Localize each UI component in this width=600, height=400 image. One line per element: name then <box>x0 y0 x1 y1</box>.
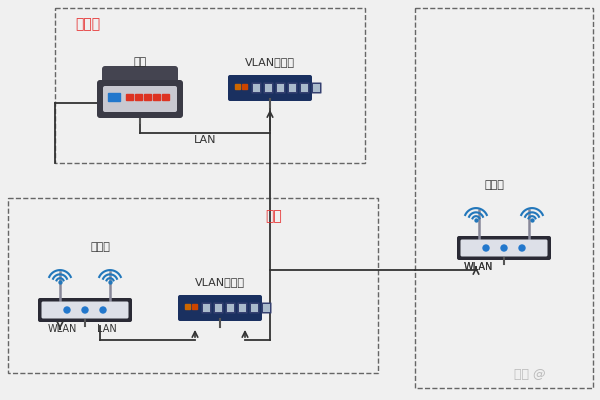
FancyBboxPatch shape <box>250 302 260 314</box>
Text: 主路由: 主路由 <box>90 242 110 252</box>
Bar <box>144 94 151 100</box>
Bar <box>108 93 120 101</box>
FancyBboxPatch shape <box>41 302 128 318</box>
FancyBboxPatch shape <box>299 82 310 94</box>
FancyBboxPatch shape <box>301 84 308 92</box>
Text: 弱电箱: 弱电箱 <box>75 17 100 31</box>
Text: LAN: LAN <box>194 135 216 145</box>
FancyBboxPatch shape <box>263 304 270 312</box>
Bar <box>135 94 142 100</box>
FancyBboxPatch shape <box>262 302 271 314</box>
FancyBboxPatch shape <box>251 304 258 312</box>
FancyBboxPatch shape <box>253 84 260 92</box>
FancyBboxPatch shape <box>289 84 296 92</box>
Bar <box>153 94 160 100</box>
FancyBboxPatch shape <box>215 304 222 312</box>
FancyBboxPatch shape <box>203 304 210 312</box>
FancyBboxPatch shape <box>461 240 548 256</box>
FancyBboxPatch shape <box>97 80 183 118</box>
Text: VLAN交换机: VLAN交换机 <box>195 277 245 287</box>
Circle shape <box>64 307 70 313</box>
FancyBboxPatch shape <box>178 295 262 321</box>
FancyBboxPatch shape <box>102 66 178 96</box>
Text: WLAN: WLAN <box>48 324 77 334</box>
Bar <box>185 304 190 309</box>
Bar <box>126 94 133 100</box>
Bar <box>162 94 169 100</box>
FancyBboxPatch shape <box>311 82 322 94</box>
FancyBboxPatch shape <box>103 86 177 112</box>
Circle shape <box>100 307 106 313</box>
Circle shape <box>483 245 489 251</box>
Circle shape <box>82 307 88 313</box>
Bar <box>192 304 197 309</box>
Text: LAN: LAN <box>97 324 117 334</box>
FancyBboxPatch shape <box>265 84 272 92</box>
FancyBboxPatch shape <box>277 84 284 92</box>
Text: WLAN: WLAN <box>464 262 493 272</box>
Text: 知乎 @: 知乎 @ <box>514 368 546 381</box>
FancyBboxPatch shape <box>202 302 212 314</box>
FancyBboxPatch shape <box>313 84 320 92</box>
FancyBboxPatch shape <box>238 302 248 314</box>
FancyBboxPatch shape <box>275 82 286 94</box>
Circle shape <box>519 245 525 251</box>
FancyBboxPatch shape <box>251 82 262 94</box>
FancyBboxPatch shape <box>239 304 246 312</box>
FancyBboxPatch shape <box>228 75 312 101</box>
Bar <box>415 8 593 388</box>
Text: WLAN: WLAN <box>464 262 493 272</box>
Text: 副路由: 副路由 <box>484 180 504 190</box>
FancyBboxPatch shape <box>457 236 551 260</box>
FancyBboxPatch shape <box>38 298 132 322</box>
FancyBboxPatch shape <box>287 82 298 94</box>
Bar <box>235 84 240 89</box>
FancyBboxPatch shape <box>214 302 223 314</box>
Bar <box>55 8 365 163</box>
Text: VLAN交换机: VLAN交换机 <box>245 57 295 67</box>
Bar <box>8 198 378 373</box>
Bar <box>242 84 247 89</box>
Text: 客厅: 客厅 <box>265 209 282 223</box>
FancyBboxPatch shape <box>263 82 274 94</box>
Circle shape <box>501 245 507 251</box>
FancyBboxPatch shape <box>227 304 234 312</box>
FancyBboxPatch shape <box>226 302 235 314</box>
Text: 光猫: 光猫 <box>133 57 146 67</box>
